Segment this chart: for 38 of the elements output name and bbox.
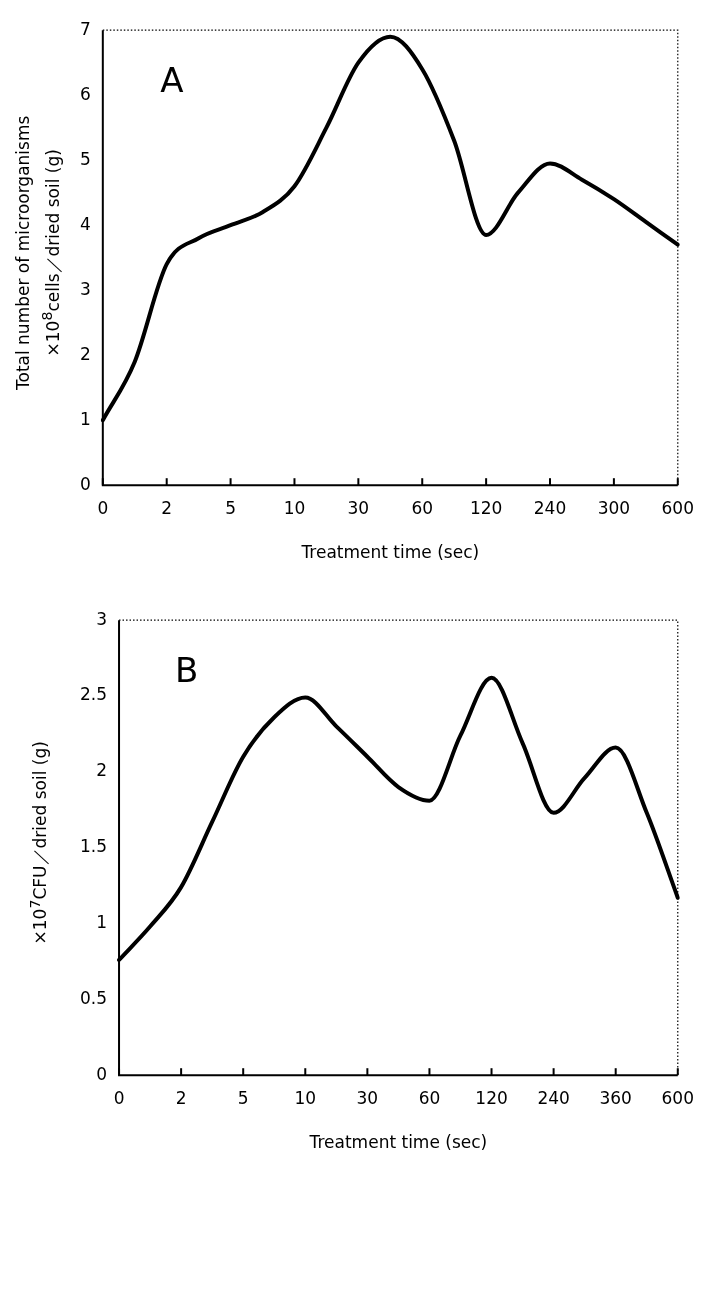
y-tick-label: 1.5 bbox=[79, 836, 108, 857]
x-tick-label: 2 bbox=[161, 497, 173, 518]
x-tick-label: 240 bbox=[533, 497, 567, 518]
text: B bbox=[174, 650, 199, 691]
y-tick-label: 0.5 bbox=[79, 987, 108, 1008]
x-tick-label: 600 bbox=[661, 1087, 694, 1108]
x-tick-label: 2 bbox=[175, 1087, 187, 1108]
x-tick-label: 5 bbox=[225, 497, 236, 518]
y-tick-label: 1 bbox=[79, 408, 91, 429]
x-axis-title: Treatment time (sec) bbox=[300, 542, 480, 563]
x-tick-label: 60 bbox=[411, 497, 434, 518]
text: A bbox=[160, 60, 184, 101]
y-tick-label: 3 bbox=[96, 608, 108, 629]
y-tick-label: 7 bbox=[79, 18, 91, 39]
x-tick-label: 360 bbox=[599, 1087, 632, 1108]
x-tick-label: 60 bbox=[418, 1087, 441, 1108]
x-tick-label: 0 bbox=[113, 1087, 125, 1108]
x-tick-label: 120 bbox=[475, 1087, 508, 1108]
x-tick-label: 240 bbox=[537, 1087, 570, 1108]
y-tick-label: 2.5 bbox=[79, 684, 108, 705]
x-tick-label: 10 bbox=[294, 1087, 317, 1108]
y-tick-label: 2 bbox=[96, 760, 108, 781]
x-tick-label: 10 bbox=[283, 497, 306, 518]
x-tick-label: 600 bbox=[661, 497, 694, 518]
x-tick-label: 120 bbox=[469, 497, 503, 518]
y-tick-label: 0 bbox=[79, 473, 91, 494]
y-tick-label: 5 bbox=[79, 148, 91, 169]
x-tick-label: 30 bbox=[347, 497, 370, 518]
y-tick-label: 2 bbox=[79, 343, 91, 364]
x-tick-label: 30 bbox=[356, 1087, 379, 1108]
y-tick-label: 1 bbox=[96, 911, 108, 932]
x-axis-title: Treatment time (sec) bbox=[308, 1132, 488, 1153]
y-tick-label: 6 bbox=[79, 83, 91, 104]
y-tick-label: 0 bbox=[96, 1063, 108, 1084]
x-tick-label: 300 bbox=[597, 497, 631, 518]
y-tick-label: 3 bbox=[79, 278, 91, 299]
y-tick-label: 4 bbox=[79, 213, 91, 234]
x-tick-label: 5 bbox=[237, 1087, 249, 1108]
